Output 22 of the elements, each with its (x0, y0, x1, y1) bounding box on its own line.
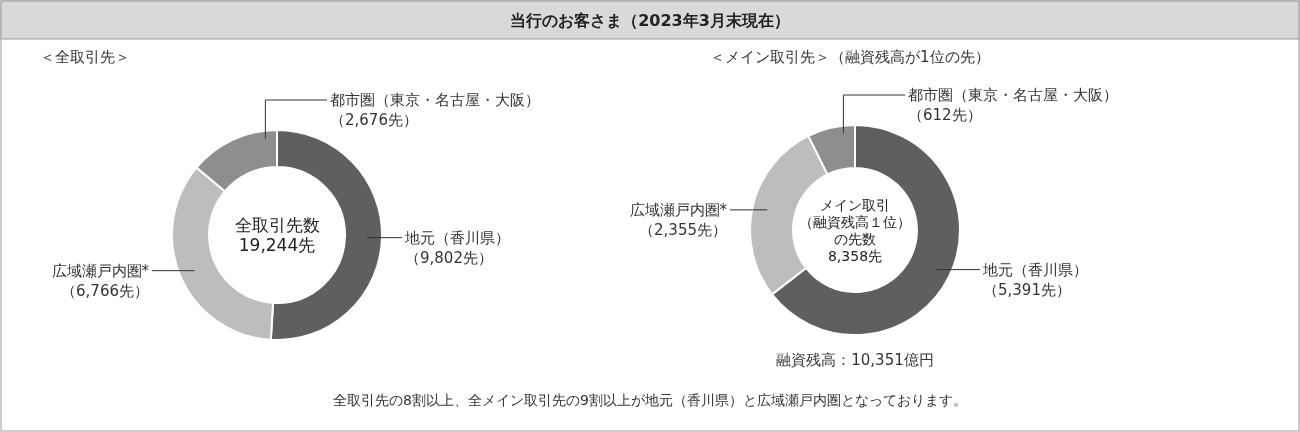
data-label: （2,355先） (639, 220, 727, 239)
slice-label: 都市圏（東京・名古屋・大阪） (330, 91, 540, 109)
slice-label: 広域瀬戸内圏* (51, 261, 150, 280)
slice-label: 地元（香川県） (404, 228, 510, 247)
text: 当行のお客さま（2023年3月末現在） (510, 11, 790, 30)
text: 全取引先の8割以上、全メイン取引先の9割以上が地元（香川県）と広域瀬戸内圏となっております。 (333, 392, 967, 408)
data-label: （6,766先） (61, 281, 149, 300)
data-label: （9,802先） (405, 248, 493, 267)
text: メイン取引 (820, 196, 890, 213)
data-label: （612先） (908, 106, 982, 124)
slice-label: 広域瀬戸内圏* (629, 200, 728, 219)
slice-label: 都市圏（東京・名古屋・大阪） (908, 86, 1118, 104)
text: 全取引先数 19,244先 (234, 215, 320, 255)
text: 融資残高：10,351億円 (776, 351, 934, 369)
data-label: （2,676先） (330, 111, 418, 129)
chart-subtitle: ＜全取引先＞ (40, 48, 130, 66)
text: （融資残高１位） (799, 213, 911, 230)
slice-label: 地元（香川県） (982, 260, 1088, 279)
text: の先数 (834, 230, 876, 247)
data-label: （5,391先） (983, 280, 1071, 299)
chart-subtitle: ＜メイン取引先＞（融資残高が1位の先） (710, 48, 990, 66)
text: 8,358先 (827, 247, 883, 264)
